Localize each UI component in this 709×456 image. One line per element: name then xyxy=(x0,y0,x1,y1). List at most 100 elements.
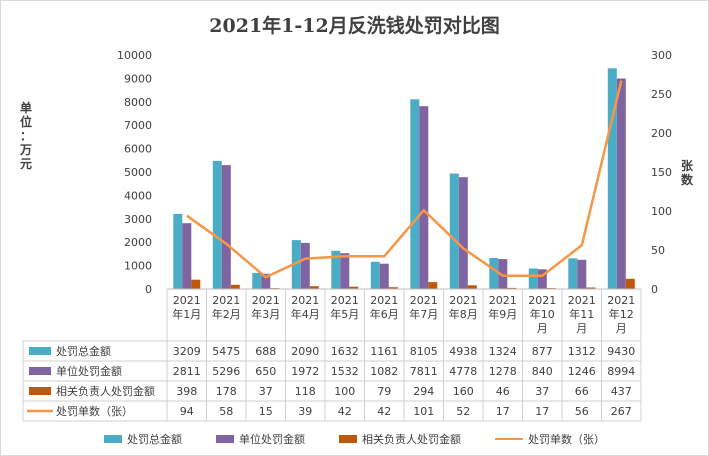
x-tick-label: 年4月 xyxy=(291,307,320,321)
bar xyxy=(625,278,635,289)
bar xyxy=(498,259,508,289)
data-label: 52 xyxy=(456,405,470,418)
x-tick-label: 2021 xyxy=(173,294,201,307)
x-tick-label: 年2月 xyxy=(212,307,241,321)
data-label: 79 xyxy=(377,385,391,398)
bar xyxy=(528,268,538,289)
bar xyxy=(340,253,350,289)
y-axis-label-left: 单位：万元 xyxy=(19,101,32,171)
data-label: 1532 xyxy=(331,365,359,378)
x-tick-label: 年5月 xyxy=(330,307,359,321)
legend-item: 处罚总金额 xyxy=(104,431,182,447)
data-label: 437 xyxy=(611,385,632,398)
x-tick-label: 月 xyxy=(537,322,548,335)
data-label: 840 xyxy=(532,365,553,378)
data-label: 94 xyxy=(180,405,194,418)
data-label: 5296 xyxy=(212,365,240,378)
data-label: 4778 xyxy=(449,365,477,378)
data-label: 56 xyxy=(575,405,589,418)
y-tick-label: 6000 xyxy=(124,143,152,156)
y-tick-label: 7000 xyxy=(124,119,152,132)
bar xyxy=(458,177,468,289)
data-label: 2090 xyxy=(291,345,319,358)
x-tick-label: 月 xyxy=(576,322,587,335)
bar xyxy=(419,106,429,289)
data-label: 8105 xyxy=(410,345,438,358)
y2-tick-label: 100 xyxy=(651,205,672,218)
bar xyxy=(252,272,262,289)
x-tick-label: 2021 xyxy=(528,294,556,307)
x-tick-label: 年1月 xyxy=(172,307,201,321)
y-tick-label: 0 xyxy=(145,283,152,296)
legend-swatch xyxy=(104,435,122,443)
bar xyxy=(370,261,380,289)
y-tick-label: 5000 xyxy=(124,166,152,179)
legend-item: 相关负责人处罚金额 xyxy=(339,431,461,447)
data-label: 66 xyxy=(575,385,589,398)
table-series-name: 单位处罚金额 xyxy=(56,364,122,378)
bar xyxy=(568,258,578,289)
x-tick-label: 2021 xyxy=(291,294,319,307)
x-tick-label: 年8月 xyxy=(449,307,478,321)
bar xyxy=(537,269,547,289)
bar xyxy=(379,263,389,289)
data-label: 3209 xyxy=(173,345,201,358)
bar xyxy=(428,282,438,289)
bar xyxy=(388,287,398,289)
data-label: 1246 xyxy=(568,365,596,378)
table-legend-swatch xyxy=(29,387,51,395)
legend-item: 处罚单数（张） xyxy=(495,431,605,447)
data-label: 1161 xyxy=(370,345,398,358)
data-label: 267 xyxy=(611,405,632,418)
data-label: 118 xyxy=(295,385,316,398)
bar xyxy=(586,287,596,289)
data-label: 2811 xyxy=(173,365,201,378)
y-tick-label: 10000 xyxy=(117,49,152,62)
x-tick-label: 年6月 xyxy=(370,307,399,321)
combo-chart: 0100020003000400050006000700080009000100… xyxy=(22,49,672,422)
bar xyxy=(182,223,192,289)
data-label: 5475 xyxy=(212,345,240,358)
legend-label: 单位处罚金额 xyxy=(239,433,305,446)
data-label: 4938 xyxy=(449,345,477,358)
bar xyxy=(309,286,319,289)
bar xyxy=(467,285,477,289)
bar xyxy=(300,242,310,289)
y2-tick-label: 150 xyxy=(651,166,672,179)
data-label: 1312 xyxy=(568,345,596,358)
y-tick-label: 9000 xyxy=(124,72,152,85)
bar xyxy=(577,259,587,289)
bar xyxy=(291,240,301,289)
x-tick-label: 2021 xyxy=(212,294,240,307)
data-label: 58 xyxy=(219,405,233,418)
x-tick-label: 年3月 xyxy=(251,307,280,321)
chart-title: 2021年1-12月反洗钱处罚对比图 xyxy=(209,15,500,37)
data-label: 42 xyxy=(377,405,391,418)
data-label: 1082 xyxy=(370,365,398,378)
y2-tick-label: 50 xyxy=(651,244,665,257)
x-tick-label: 2021 xyxy=(331,294,359,307)
y-tick-label: 8000 xyxy=(124,96,152,109)
data-label: 877 xyxy=(532,345,553,358)
data-label: 1324 xyxy=(489,345,517,358)
y-tick-label: 1000 xyxy=(124,260,152,273)
data-label: 1278 xyxy=(489,365,517,378)
data-label: 688 xyxy=(255,345,276,358)
x-tick-label: 2021 xyxy=(489,294,517,307)
y-tick-label: 3000 xyxy=(124,213,152,226)
x-tick-label: 年12 xyxy=(609,307,634,321)
bar xyxy=(261,273,271,289)
x-tick-label: 2021 xyxy=(607,294,635,307)
data-label: 46 xyxy=(496,385,510,398)
x-tick-label: 2021 xyxy=(252,294,280,307)
bar xyxy=(173,213,183,289)
table-legend-swatch xyxy=(29,347,51,355)
data-label: 37 xyxy=(535,385,549,398)
data-label: 39 xyxy=(298,405,312,418)
x-tick-label: 2021 xyxy=(568,294,596,307)
bar xyxy=(191,279,201,289)
legend-line-swatch xyxy=(495,438,523,440)
x-tick-label: 年9月 xyxy=(488,307,517,321)
data-label: 17 xyxy=(496,405,510,418)
